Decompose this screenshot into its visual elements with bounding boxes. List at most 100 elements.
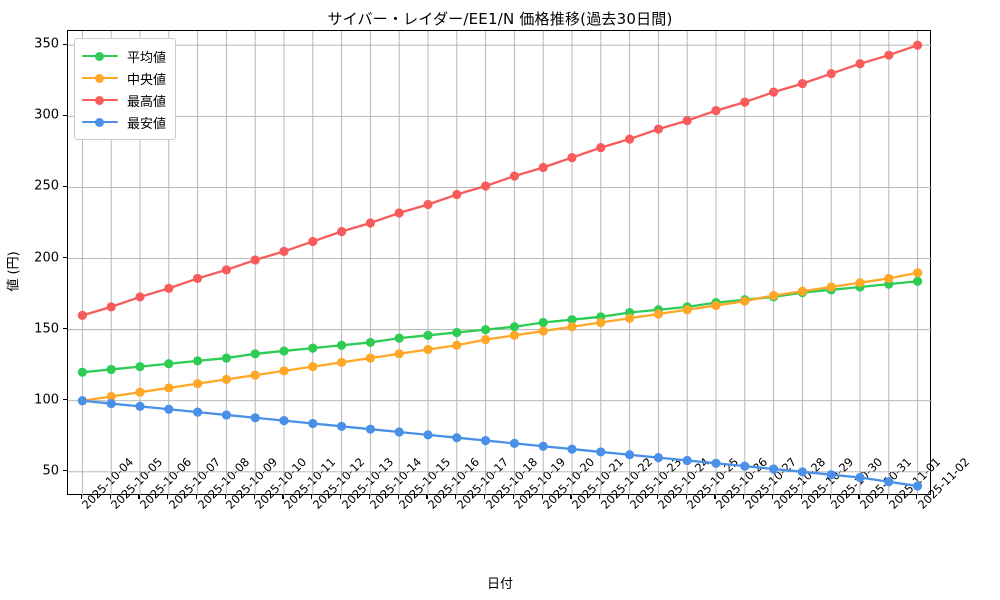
data-point xyxy=(452,327,462,338)
data-point xyxy=(452,433,462,443)
legend-swatch-icon xyxy=(82,49,118,63)
data-point xyxy=(423,199,433,210)
y-tick-label: 50 xyxy=(42,463,59,479)
data-point xyxy=(250,255,260,265)
legend-item-2[interactable]: 最高値 xyxy=(82,89,166,111)
x-tick-label: 2025-10-05 xyxy=(108,454,166,512)
data-point xyxy=(653,124,664,134)
x-tick-label: 2025-10-04 xyxy=(79,454,137,512)
x-tick-label: 2025-10-29 xyxy=(799,454,857,512)
x-tick-label: 2025-10-16 xyxy=(425,454,483,512)
data-point xyxy=(596,447,606,457)
data-point xyxy=(769,290,779,301)
y-tick-label: 250 xyxy=(34,178,59,194)
data-point xyxy=(567,152,577,163)
data-point xyxy=(509,171,519,181)
data-point xyxy=(106,398,116,409)
data-point xyxy=(423,330,433,340)
data-point xyxy=(221,374,231,384)
data-point xyxy=(481,181,491,191)
data-point xyxy=(221,265,231,275)
x-tick-label: 2025-10-13 xyxy=(338,454,396,512)
data-point xyxy=(740,97,750,107)
x-tick-label: 2025-10-26 xyxy=(713,454,771,512)
x-tick-label: 2025-10-09 xyxy=(223,454,281,512)
data-point xyxy=(308,362,318,372)
x-tick-label: 2025-10-08 xyxy=(194,454,252,512)
legend-label: 平均値 xyxy=(127,50,167,66)
gridlines xyxy=(68,31,932,496)
chart-title: サイバー・レイダー/EE1/N 価格推移(過去30日間) xyxy=(327,10,673,28)
data-point xyxy=(337,340,347,350)
data-point xyxy=(337,421,347,431)
data-point xyxy=(135,387,145,397)
data-point xyxy=(337,226,347,237)
chart-legend: 平均値中央値最高値 最安値 xyxy=(74,38,177,140)
data-point xyxy=(567,444,577,454)
data-point xyxy=(365,218,375,228)
data-point xyxy=(221,410,231,420)
x-tick-label: 2025-10-12 xyxy=(309,454,367,512)
data-point xyxy=(740,461,750,471)
data-point xyxy=(481,325,491,335)
data-point xyxy=(164,359,174,369)
data-point xyxy=(884,273,894,284)
data-point xyxy=(855,278,865,288)
x-tick-label: 2025-11-01 xyxy=(885,454,943,512)
legend-item-1[interactable]: 中央値 xyxy=(82,67,166,89)
data-point xyxy=(913,276,923,286)
data-point xyxy=(308,418,318,429)
x-tick-label: 2025-10-27 xyxy=(741,454,799,512)
x-tick-label: 2025-10-18 xyxy=(482,454,540,512)
data-point xyxy=(250,370,260,380)
data-point xyxy=(481,334,491,345)
data-point xyxy=(826,470,836,480)
y-axis-label: 値 (円) xyxy=(6,251,22,292)
data-point xyxy=(193,407,203,417)
data-point xyxy=(538,162,548,173)
data-point xyxy=(711,300,721,311)
data-point xyxy=(855,472,865,483)
data-point xyxy=(164,283,174,293)
legend-label: 中央値 xyxy=(127,72,167,88)
x-tick-label: 2025-10-25 xyxy=(684,454,742,512)
legend-swatch-icon xyxy=(82,93,118,107)
data-point xyxy=(625,450,635,460)
legend-item-3[interactable]: 最安値 xyxy=(82,111,166,133)
series-line xyxy=(81,271,919,402)
data-point xyxy=(913,40,923,50)
data-point xyxy=(365,337,375,348)
data-point xyxy=(423,430,433,440)
data-point xyxy=(221,353,231,363)
data-point xyxy=(308,236,318,247)
x-tick-label: 2025-10-23 xyxy=(626,454,684,512)
plot-area xyxy=(67,30,932,496)
data-point xyxy=(423,344,433,355)
legend-item-0[interactable]: 平均値 xyxy=(82,45,166,67)
data-point xyxy=(538,441,548,451)
data-point xyxy=(769,464,779,474)
data-point xyxy=(682,305,692,315)
data-point xyxy=(164,383,174,393)
data-point xyxy=(394,208,404,218)
data-point xyxy=(279,416,289,426)
legend-label: 最高値 xyxy=(127,94,167,110)
data-point xyxy=(452,340,462,350)
data-point xyxy=(653,309,664,319)
series-line xyxy=(81,399,919,488)
legend-swatch-icon xyxy=(82,71,118,85)
data-point xyxy=(365,424,375,434)
x-axis-label: 日付 xyxy=(486,577,513,592)
data-point xyxy=(481,435,491,446)
data-point xyxy=(365,353,375,363)
y-tick-label: 300 xyxy=(34,107,59,123)
data-point xyxy=(193,273,203,284)
data-point xyxy=(682,115,692,126)
x-tick-label: 2025-10-30 xyxy=(828,454,886,512)
data-point xyxy=(740,296,750,306)
data-point xyxy=(279,246,289,257)
legend-swatch-icon xyxy=(82,115,118,129)
series-layer xyxy=(77,40,923,491)
plot-svg xyxy=(68,31,932,496)
x-tick-label: 2025-10-20 xyxy=(540,454,598,512)
